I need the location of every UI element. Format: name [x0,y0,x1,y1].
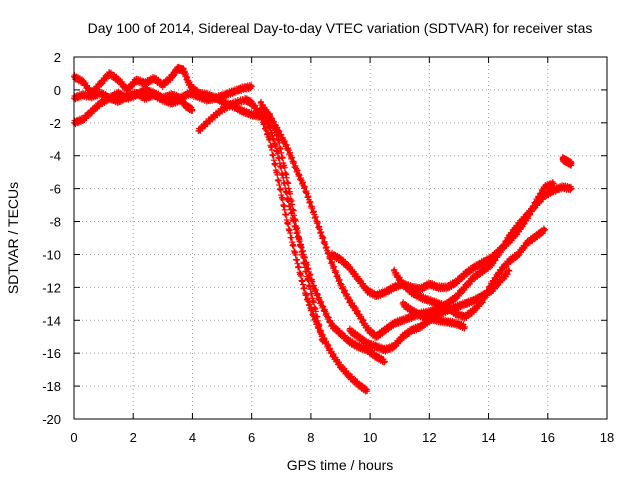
x-tick-label: 18 [600,430,614,445]
y-tick-label: -4 [49,149,61,164]
x-tick-label: 14 [481,430,495,445]
data-point [276,139,283,146]
data-point [299,253,306,260]
y-tick-label: -18 [42,379,61,394]
data-point [364,388,371,395]
data-point [279,154,286,161]
data-point [381,358,388,365]
data-point [461,323,468,330]
data-point [223,105,230,112]
series-track-k [399,299,468,332]
data-point [277,187,284,194]
axis-ticks: 0 2 4 6 8 10 12 14 16 1820-2-4-6-8-10-12-14-16-18… [42,50,614,445]
y-tick-label: 2 [54,50,61,65]
plot-frame [73,56,608,420]
series-track-c [71,88,196,114]
y-tick-label: -14 [42,313,61,328]
x-tick-label: 4 [189,430,196,445]
chart-title: Day 100 of 2014, Sidereal Day-to-day VTE… [88,20,593,36]
data-point [285,180,292,187]
data-point [189,106,196,113]
y-tick-label: 0 [54,83,61,98]
data-point [541,226,548,233]
data-point [292,217,299,224]
data-point [568,160,575,167]
data-point [298,243,305,250]
y-tick-label: -12 [42,280,61,295]
x-tick-label: 6 [248,430,255,445]
y-tick-label: -20 [42,412,61,427]
y-tick-label: -2 [49,116,61,131]
series-track-h [328,179,557,300]
data-point [310,299,317,306]
data-points [71,63,575,395]
x-tick-label: 8 [307,430,314,445]
series-track-j [390,225,548,322]
x-axis-label: GPS time / hours [287,457,394,473]
y-axis-label: SDTVAR / TECUs [5,182,21,294]
y-tick-label: -10 [42,247,61,262]
x-tick-label: 0 [70,430,77,445]
series-track-b [71,63,264,121]
x-tick-label: 10 [363,430,377,445]
data-point [319,338,326,345]
data-point [281,164,288,171]
data-point [568,185,575,192]
x-tick-label: 2 [130,430,137,445]
series-track-l [559,154,575,169]
data-point [294,228,301,235]
y-tick-label: -8 [49,215,61,230]
data-point [287,190,294,197]
data-point [506,267,513,274]
data-point [550,180,557,187]
data-point [272,162,279,169]
y-tick-label: -6 [49,182,61,197]
x-tick-label: 12 [422,430,436,445]
x-tick-label: 16 [541,430,555,445]
y-tick-label: -16 [42,346,61,361]
series-track-g [266,111,326,345]
data-point [289,201,296,208]
data-point [248,83,255,90]
